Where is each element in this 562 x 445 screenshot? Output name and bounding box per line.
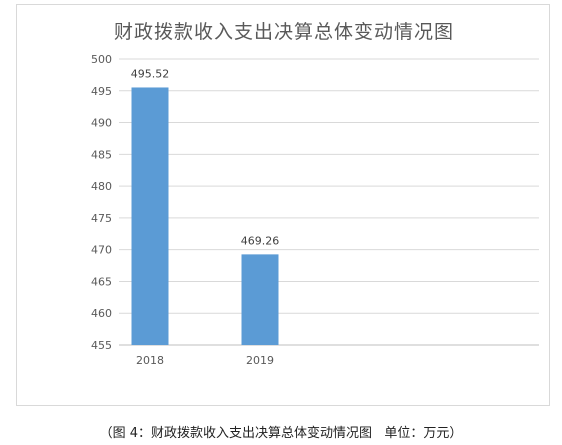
data-label-2018: 495.52	[131, 67, 170, 80]
y-tick-label: 460	[91, 307, 112, 320]
caption-text: （图 4：财政拨款收入支出决算总体变动情况图	[99, 426, 372, 441]
chart-title: 财政拨款收入支出决算总体变动情况图	[113, 21, 454, 43]
x-tick-label-2019: 2019	[246, 354, 274, 367]
y-tick-label: 490	[91, 117, 112, 130]
bar-2019	[241, 254, 279, 345]
y-tick-label: 470	[91, 244, 112, 257]
figure-caption: （图 4：财政拨款收入支出决算总体变动情况图 单位：万元）	[0, 422, 562, 441]
x-tick-label-2018: 2018	[136, 354, 164, 367]
caption-unit: 单位：万元）	[384, 426, 463, 441]
chart-frame: 财政拨款收入支出决算总体变动情况图 455 460 465 470 475 480 485 4…	[16, 4, 550, 406]
y-tick-label: 495	[91, 85, 112, 98]
plot-area: 455 460 465 470 475 480 485 490 495 500 495.52 2018…	[91, 53, 539, 367]
y-tick-label: 465	[91, 275, 112, 288]
y-tick-label: 475	[91, 212, 112, 225]
y-tick-label: 485	[91, 148, 112, 161]
y-tick-label: 480	[91, 180, 112, 193]
bar-2018	[131, 87, 169, 345]
y-tick-label: 455	[91, 339, 112, 352]
y-tick-label: 500	[91, 53, 112, 66]
caption-gap	[372, 426, 384, 441]
data-label-2019: 469.26	[241, 234, 280, 247]
